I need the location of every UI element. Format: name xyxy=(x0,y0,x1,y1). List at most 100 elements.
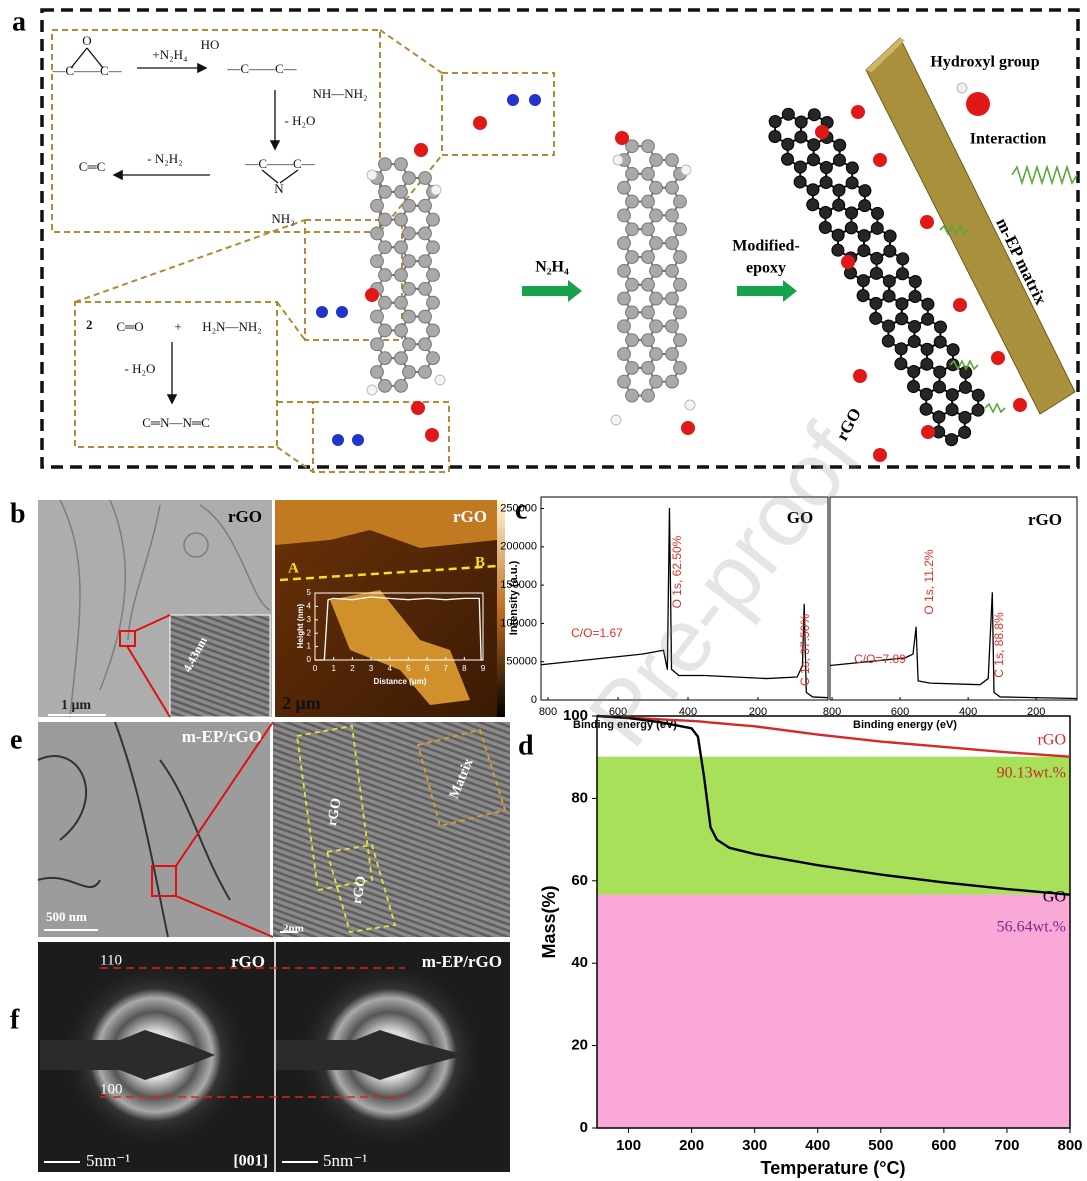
y-tick-label: 5 xyxy=(307,588,312,597)
atom xyxy=(918,401,934,417)
atom xyxy=(379,241,392,254)
atom xyxy=(371,227,384,240)
oxygen xyxy=(681,421,695,435)
scale-label: 5nm⁻¹ xyxy=(323,1151,367,1170)
atom xyxy=(666,375,679,388)
atom xyxy=(857,182,873,198)
x-tick-label: 800 xyxy=(539,706,557,718)
image-title: rGO xyxy=(453,507,487,526)
x-tick-label: 500 xyxy=(868,1137,893,1154)
chem-text: - H₂O xyxy=(285,113,316,128)
atom xyxy=(371,255,384,268)
atom xyxy=(970,402,986,418)
oxygen xyxy=(425,428,439,442)
atom xyxy=(945,357,961,373)
atom xyxy=(793,129,809,145)
atom xyxy=(894,266,910,282)
atom xyxy=(817,219,833,235)
hydrogen xyxy=(435,375,445,385)
chem-text: —C——C— xyxy=(244,156,315,171)
atom xyxy=(666,348,679,361)
oxygen xyxy=(873,153,887,167)
hydrogen xyxy=(611,415,621,425)
nitrogen xyxy=(529,94,541,106)
arrow xyxy=(737,280,797,302)
atom xyxy=(666,320,679,333)
callout-line xyxy=(380,30,442,73)
scale-label: 2nm xyxy=(283,923,304,935)
atom xyxy=(626,195,639,208)
rgo-sheet xyxy=(760,92,999,452)
atom xyxy=(881,273,897,289)
atom xyxy=(419,338,432,351)
atom xyxy=(618,292,631,305)
x-tick-label: 8 xyxy=(462,664,467,673)
oxygen xyxy=(853,369,867,383)
callout-line xyxy=(277,302,305,340)
legend-ball xyxy=(957,83,967,93)
profile-point: A xyxy=(288,560,299,576)
atom xyxy=(906,333,922,349)
x-tick-label: 1 xyxy=(331,664,336,673)
atom xyxy=(650,209,663,222)
scale-label: 5nm⁻¹ xyxy=(86,1151,130,1170)
atom xyxy=(674,361,687,374)
atom xyxy=(830,227,846,243)
atom xyxy=(403,338,416,351)
x-tick-label: 100 xyxy=(616,1137,641,1154)
nitrogen xyxy=(336,306,348,318)
atom xyxy=(855,272,871,288)
atom xyxy=(806,107,822,123)
atom xyxy=(626,306,639,319)
x-tick-label: 700 xyxy=(994,1137,1019,1154)
atom xyxy=(427,296,440,309)
atom xyxy=(650,237,663,250)
legend-label: Interaction xyxy=(970,131,1047,148)
atom xyxy=(869,250,885,266)
atom xyxy=(650,375,663,388)
atom xyxy=(855,287,871,303)
atom xyxy=(857,197,873,213)
y-tick-label: 0 xyxy=(307,655,312,664)
atom xyxy=(626,251,639,264)
chem-text: +N₂H₄ xyxy=(152,47,188,62)
y-tick-label: 3 xyxy=(307,615,312,624)
chem-text: NH—NH₂ xyxy=(312,86,367,101)
atom xyxy=(666,181,679,194)
atom xyxy=(880,333,896,349)
atom xyxy=(419,255,432,268)
image-title: m-EP/rGO xyxy=(422,952,502,971)
y-tick-label: 80 xyxy=(571,789,588,806)
nitrogen xyxy=(352,434,364,446)
chem-text: —C——C— xyxy=(51,63,122,78)
series-label: rGO xyxy=(1038,732,1066,749)
y-tick-label: 50000 xyxy=(506,656,537,668)
atom xyxy=(403,199,416,212)
oxygen xyxy=(1013,398,1027,412)
atom xyxy=(844,175,860,191)
atom xyxy=(831,152,847,168)
oxygen xyxy=(414,143,428,157)
page: { "panel_a": {"label": "a", "epoxide_O":… xyxy=(0,0,1087,1181)
oxygen xyxy=(841,255,855,269)
ring-label: 110 xyxy=(100,952,122,968)
annotation: O 1s, 11.2% xyxy=(922,549,936,614)
step-label: Modified- xyxy=(732,238,800,255)
atom xyxy=(379,213,392,226)
atom xyxy=(618,181,631,194)
atom xyxy=(666,154,679,167)
annotation: C/O=1.67 xyxy=(571,626,623,640)
atom xyxy=(920,296,936,312)
atom xyxy=(395,324,408,337)
atom xyxy=(831,182,847,198)
atom xyxy=(642,195,655,208)
atom xyxy=(906,363,922,379)
atom xyxy=(642,389,655,402)
atom xyxy=(427,241,440,254)
atom xyxy=(403,172,416,185)
scale-label: 500 nm xyxy=(46,909,87,924)
legend-label: Hydroxyl group xyxy=(930,54,1039,71)
atom xyxy=(371,366,384,379)
chem-text: H₂N—NH₂ xyxy=(202,319,262,334)
atom xyxy=(395,241,408,254)
